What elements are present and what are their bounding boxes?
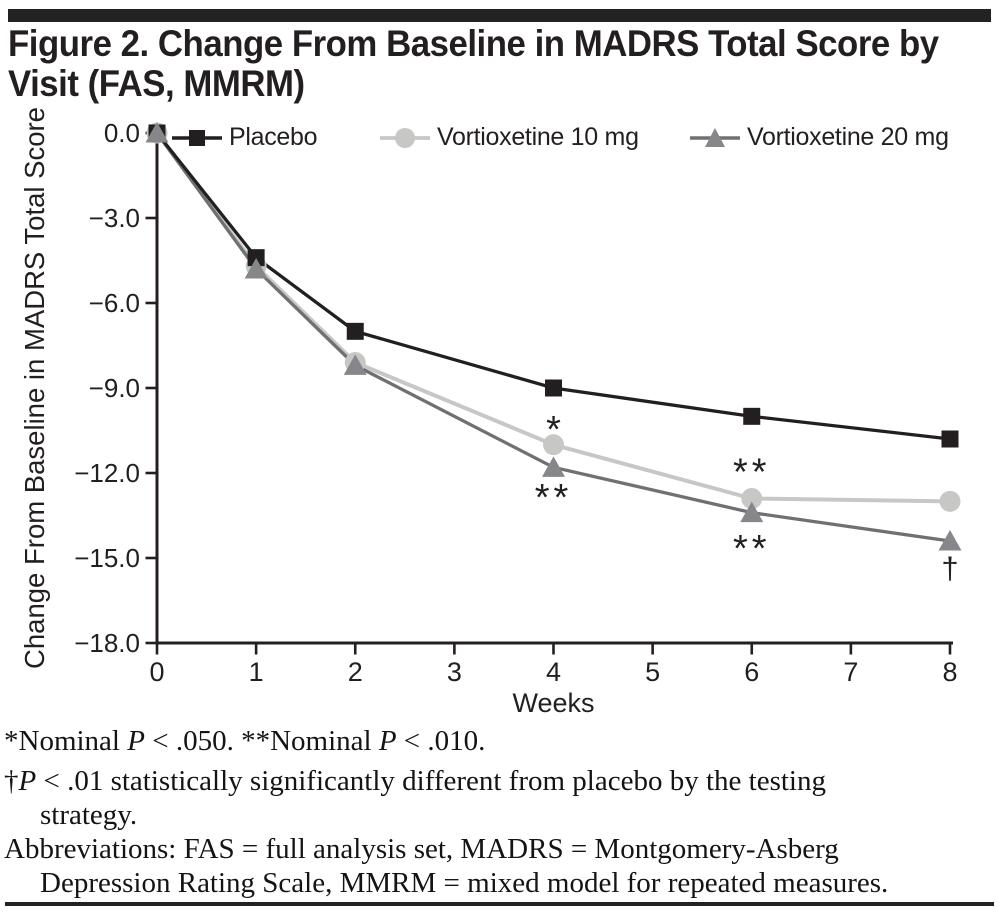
top-rule	[8, 9, 991, 22]
figure-title-line1: Figure 2. Change From Baseline in MADRS …	[8, 23, 939, 64]
legend-item-vortioxetine-20mg: Vortioxetine 20 mg	[690, 123, 949, 152]
marker-square-placebo	[247, 249, 265, 267]
marker-circle-vortioxetine-10-mg	[543, 434, 564, 456]
triangle-icon	[690, 127, 740, 147]
y-tick-label: −3.0	[89, 203, 140, 233]
y-axis-title: Change From Baseline in MADRS Total Scor…	[19, 107, 50, 669]
x-tick-label: 4	[546, 657, 561, 687]
x-axis: 0 1 2 3 4 5 6 7 8	[149, 641, 958, 687]
x-tick-label: 1	[249, 657, 264, 687]
x-tick-label: 8	[942, 657, 957, 687]
footnote-line: Abbreviations: FAS = full analysis set, …	[4, 833, 839, 865]
marker-square-placebo	[346, 322, 364, 340]
x-tick-label: 5	[645, 657, 660, 687]
square-icon	[172, 129, 222, 146]
bottom-rule	[5, 902, 994, 906]
y-axis: 0.0 −3.0 −6.0 −9.0 −12.0 −15.0 −18.0	[74, 118, 159, 658]
legend-item-placebo: Placebo	[172, 123, 318, 152]
marker-square-placebo	[941, 430, 959, 448]
legend-item-vortioxetine-10mg: Vortioxetine 10 mg	[380, 123, 639, 152]
series-line-placebo	[155, 131, 951, 441]
x-tick-label: 3	[447, 657, 462, 687]
series-markers	[145, 122, 962, 551]
x-tick-label: 7	[843, 657, 858, 687]
y-tick-label: −15.0	[74, 543, 140, 573]
legend-label-vortioxetine-20mg: Vortioxetine 20 mg	[747, 123, 949, 151]
marker-square-placebo	[545, 379, 562, 397]
figure-title: Figure 2. Change From Baseline in MADRS …	[8, 24, 939, 104]
annotation-asterisk: **	[733, 451, 771, 493]
circle-icon	[380, 127, 430, 148]
annotation-asterisk: **	[733, 528, 771, 570]
series-line-vortioxetine-20-mg	[155, 132, 951, 543]
x-tick-label: 0	[149, 657, 164, 687]
annotation-asterisk: **	[535, 477, 573, 519]
annotation-asterisk: *	[546, 409, 561, 451]
y-tick-label: −6.0	[89, 288, 140, 318]
legend-label-placebo: Placebo	[229, 123, 318, 151]
series-lines	[155, 131, 951, 543]
footnote-line: *Nominal P < .050. **Nominal P < .010.	[4, 725, 486, 757]
y-tick-label: 0.0	[104, 118, 140, 148]
footnotes: *Nominal P < .050. **Nominal P < .010. †P…	[4, 724, 996, 900]
x-tick-label: 6	[744, 657, 759, 687]
marker-triangle-vortioxetine-20-mg	[343, 354, 367, 375]
marker-square-placebo	[743, 407, 761, 425]
footnote-line: †P < .01 statistically significantly dif…	[4, 765, 826, 797]
marker-triangle-vortioxetine-20-mg	[938, 530, 962, 551]
marker-triangle-vortioxetine-20-mg	[244, 258, 268, 279]
footnote-line: strategy.	[40, 799, 138, 831]
marker-circle-vortioxetine-10-mg	[741, 488, 763, 509]
y-tick-label: −9.0	[89, 373, 140, 403]
annotation-dagger: †	[941, 550, 958, 585]
figure-title-line2: Visit (FAS, MMRM)	[8, 63, 305, 104]
axis-titles: Weeks Change From Baseline in MADRS Total…	[19, 107, 595, 718]
legend-label-vortioxetine-10mg: Vortioxetine 10 mg	[437, 123, 639, 151]
footnote-line: Depression Rating Scale, MMRM = mixed mo…	[40, 867, 889, 899]
x-tick-label: 2	[348, 657, 363, 687]
marker-triangle-vortioxetine-20-mg	[145, 122, 169, 143]
marker-triangle-vortioxetine-20-mg	[542, 456, 565, 477]
marker-triangle-vortioxetine-20-mg	[740, 501, 764, 523]
x-axis-title: Weeks	[512, 688, 594, 718]
significance-annotations: ******* †	[535, 409, 959, 585]
marker-circle-vortioxetine-10-mg	[939, 490, 961, 512]
y-tick-label: −12.0	[74, 458, 140, 488]
y-tick-label: −18.0	[74, 628, 140, 658]
